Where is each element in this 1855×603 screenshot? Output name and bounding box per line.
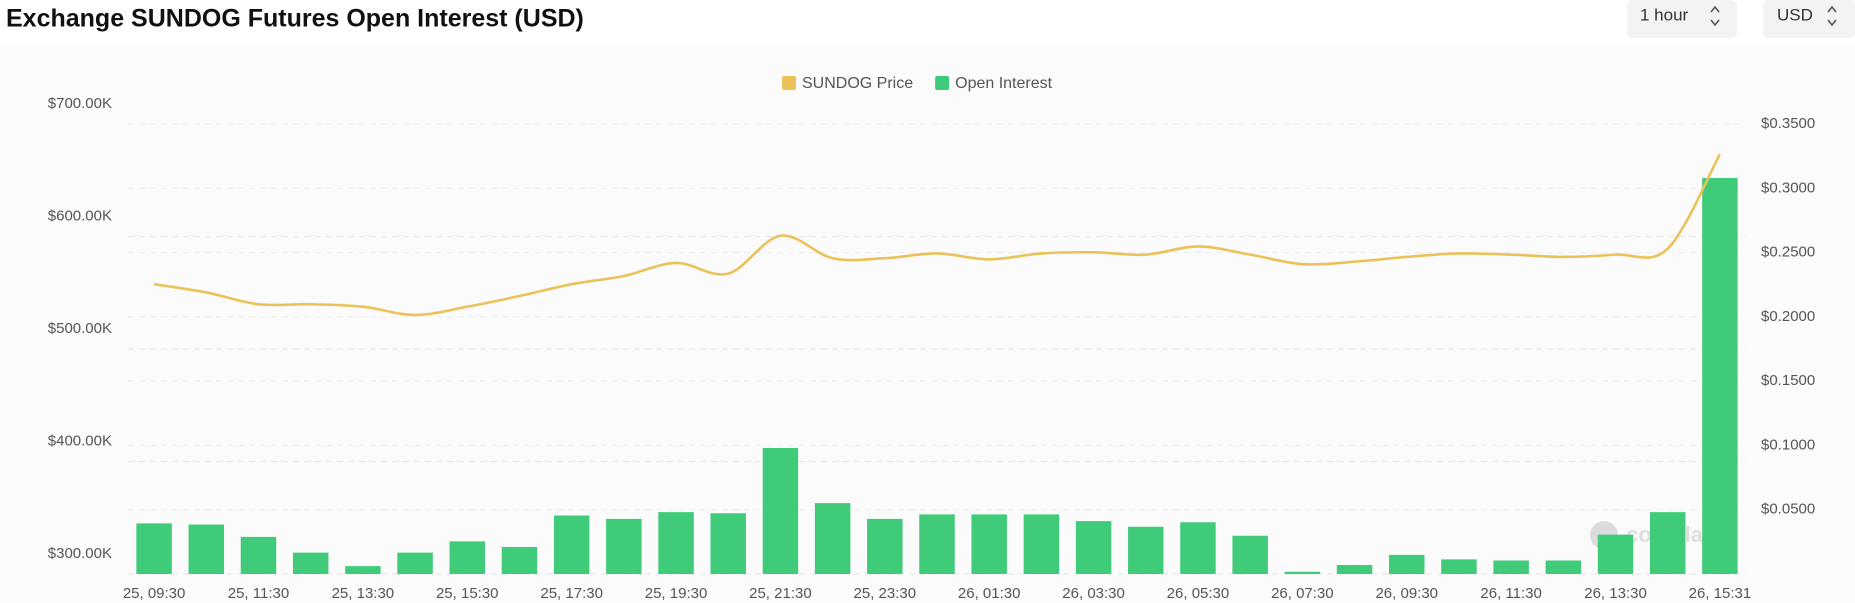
bar [1284, 571, 1321, 574]
bar [1649, 512, 1686, 574]
y2-tick-label: $0.0500 [1761, 501, 1815, 518]
y2-tick-label: $0.3500 [1761, 115, 1815, 132]
bar [1023, 514, 1060, 574]
legend-swatch [782, 76, 796, 90]
bar [345, 566, 381, 574]
bar [240, 536, 277, 574]
y2-tick-label: $0.2500 [1761, 244, 1815, 261]
bar [1597, 534, 1634, 574]
x-tick-label: 26, 03:30 [1062, 585, 1125, 602]
y-tick-label: $700.00K [48, 95, 112, 112]
x-tick-label: 26, 07:30 [1271, 585, 1334, 602]
currency-select[interactable] [1763, 0, 1855, 38]
x-tick-label: 26, 05:30 [1167, 585, 1230, 602]
bar [814, 503, 851, 574]
bar [501, 547, 538, 574]
bar [1545, 560, 1582, 574]
bar [867, 518, 903, 574]
chart-title: Exchange SUNDOG Futures Open Interest (U… [6, 5, 584, 33]
bar [1388, 554, 1425, 574]
bar [188, 524, 225, 574]
select-icon [1710, 5, 1720, 27]
bar [1075, 521, 1112, 574]
select-icon [1827, 5, 1837, 27]
legend-label: SUNDOG Price [802, 75, 913, 92]
x-tick-label: 25, 17:30 [540, 585, 603, 602]
bar [1336, 565, 1373, 574]
y2-tick-label: $0.3000 [1761, 179, 1815, 196]
currency-select-label[interactable]: USD [1777, 5, 1813, 24]
y2-tick-label: $0.1000 [1761, 436, 1815, 453]
x-tick-label: 25, 23:30 [854, 585, 917, 602]
x-tick-label: 25, 19:30 [645, 585, 708, 602]
y2-tick-label: $0.2000 [1761, 308, 1815, 325]
bar [1232, 535, 1268, 574]
x-tick-label: 26, 15:31 [1689, 585, 1752, 602]
bar [919, 514, 955, 574]
interval-select[interactable] [1627, 0, 1737, 38]
y-tick-label: $500.00K [48, 320, 112, 337]
y2-tick-label: $0.1500 [1761, 372, 1815, 389]
x-tick-label: 26, 09:30 [1375, 585, 1438, 602]
bar [658, 512, 694, 574]
x-tick-label: 25, 11:30 [228, 585, 289, 602]
y-tick-label: $400.00K [48, 432, 112, 449]
x-tick-label: 25, 15:30 [436, 585, 499, 602]
bar [292, 552, 329, 574]
y-tick-label: $300.00K [48, 545, 112, 562]
interval-select-label[interactable]: 1 hour [1640, 5, 1689, 24]
bar [710, 513, 746, 574]
bar [1493, 560, 1529, 574]
bar [971, 514, 1007, 574]
x-tick-label: 25, 21:30 [749, 585, 812, 602]
bar [1702, 178, 1738, 574]
bar [606, 518, 642, 574]
bar [136, 523, 172, 574]
bar [762, 448, 799, 574]
bar [449, 541, 486, 574]
x-tick-label: 25, 13:30 [332, 585, 395, 602]
x-tick-label: 26, 11:30 [1480, 585, 1541, 602]
bar [1441, 559, 1477, 574]
price-line [153, 153, 1722, 317]
legend-swatch [935, 76, 950, 90]
bar [1128, 526, 1164, 574]
bar [1180, 522, 1216, 574]
x-tick-label: 26, 13:30 [1584, 585, 1647, 602]
x-tick-label: 26, 01:30 [958, 585, 1021, 602]
y-tick-label: $600.00K [48, 207, 112, 224]
x-tick-label: 25, 09:30 [123, 585, 186, 602]
legend-label: Open Interest [955, 75, 1053, 92]
bar [397, 552, 433, 574]
bar [553, 515, 590, 574]
